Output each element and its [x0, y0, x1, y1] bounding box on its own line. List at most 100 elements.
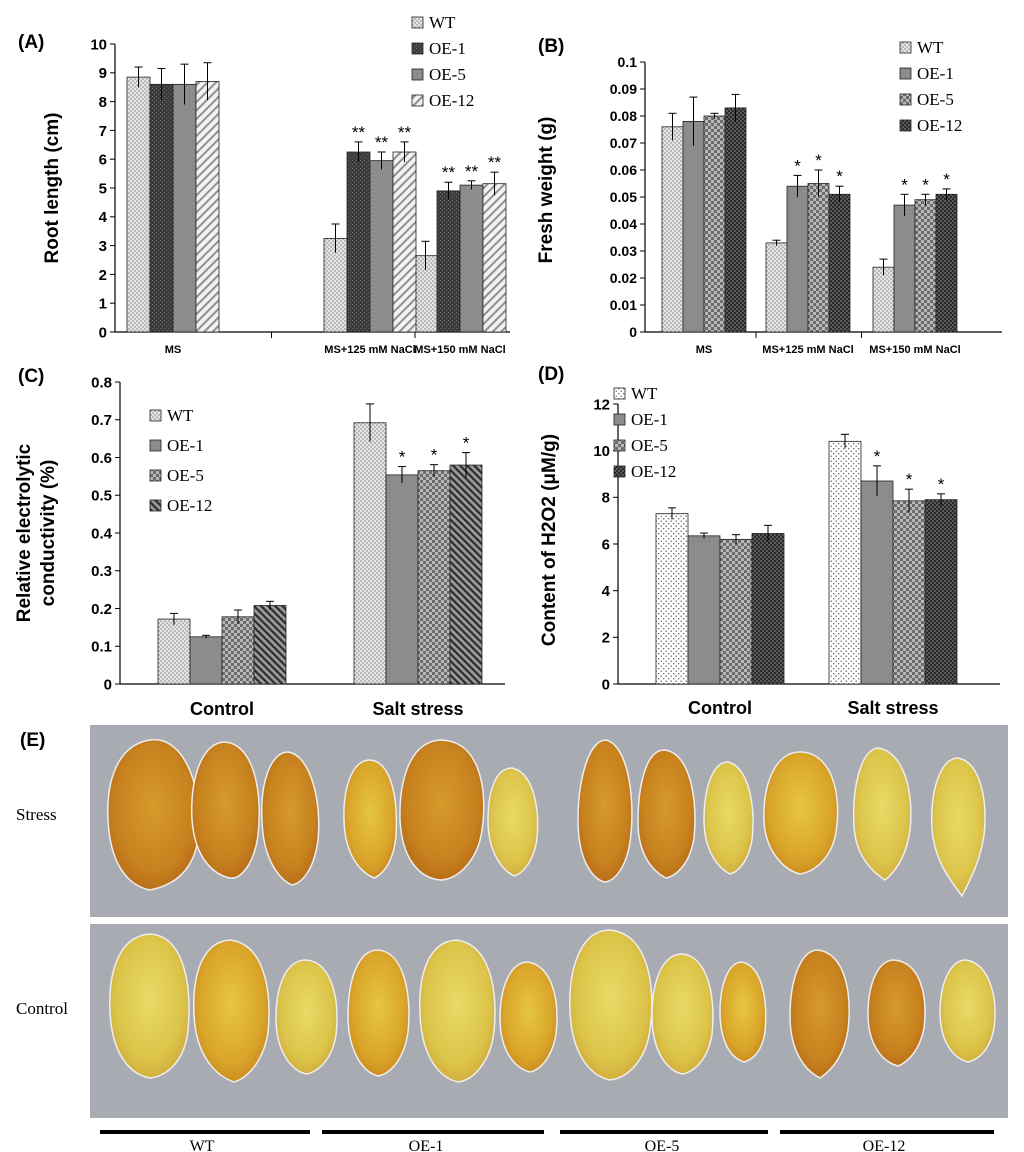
y-tick-label: 0.5	[91, 488, 112, 505]
significance-mark: *	[431, 446, 438, 465]
leaf-image	[852, 747, 912, 881]
y-tick-label: 6	[602, 536, 610, 553]
leaf-image	[107, 739, 200, 891]
significance-mark: **	[442, 163, 456, 182]
leaf-image	[719, 961, 767, 1063]
significance-mark: **	[465, 162, 479, 181]
chart-c: (C) Relative electrolytic conductivity (%)…	[14, 366, 505, 719]
legend-swatch	[899, 119, 912, 132]
bar	[872, 266, 895, 333]
legend-label: WT	[429, 13, 456, 32]
leaf-image	[193, 939, 270, 1083]
bar	[765, 242, 788, 333]
y-tick-label: 0.4	[91, 525, 113, 542]
legend-swatch	[149, 469, 162, 482]
legend-swatch	[149, 439, 162, 452]
legend-swatch	[613, 439, 626, 452]
y-tick-label: 6	[99, 152, 107, 169]
panel-label: (B)	[538, 36, 564, 57]
legend-label: OE-12	[631, 462, 676, 481]
significance-mark: *	[463, 434, 470, 453]
significance-mark: **	[488, 153, 502, 172]
group-label-wt: WT	[190, 1138, 215, 1152]
legend-label: OE-1	[631, 410, 668, 429]
y-tick-label: 4	[602, 583, 611, 600]
bar	[655, 513, 689, 685]
x-category-label: Control	[190, 699, 254, 719]
bar	[893, 204, 916, 333]
chart-a: (A) Root length (cm) 0 1 2 3 4 5 6 7 8 9 10 MS MS+125 …	[18, 13, 510, 356]
bar	[482, 183, 507, 333]
y-tick-label: 2	[99, 267, 107, 284]
leaf-image	[577, 739, 633, 883]
leaf-image	[261, 751, 320, 886]
significance-mark: **	[375, 133, 389, 152]
bar	[719, 538, 753, 685]
y-tick-label: 0.07	[610, 135, 637, 151]
panel-label: (A)	[18, 32, 44, 53]
legend-swatch	[149, 409, 162, 422]
y-tick-label: 0	[629, 324, 637, 340]
bar	[661, 126, 684, 333]
legend-label: OE-5	[631, 436, 668, 455]
x-category-label: MS	[696, 344, 713, 356]
bar	[807, 183, 830, 333]
group-bar-oe1	[322, 1130, 544, 1134]
legend-label: OE-1	[917, 64, 954, 83]
bar	[346, 151, 371, 333]
x-category-label: Salt stress	[372, 699, 463, 719]
y-tick-label: 0.1	[618, 54, 638, 70]
y-tick-label: 5	[99, 180, 107, 197]
leaf-image	[939, 959, 996, 1063]
legend-label: OE-5	[167, 466, 204, 485]
y-tick-label: 0.06	[610, 162, 637, 178]
group-bar-oe5	[560, 1130, 768, 1134]
significance-mark: **	[352, 123, 366, 142]
bar	[436, 190, 461, 333]
bar	[172, 83, 197, 333]
significance-mark: *	[938, 475, 945, 494]
y-tick-label: 0.3	[91, 563, 112, 580]
y-tick-label: 8	[602, 490, 610, 507]
panel-e-label: (E)	[20, 730, 45, 751]
chart-b: (B) Fresh weight (g) 0 0.01 0.02 0.03 0.04 0.05…	[536, 36, 1002, 356]
x-category-label: MS	[165, 344, 182, 356]
y-axis-label: Fresh weight (g)	[536, 117, 557, 264]
y-tick-label: 3	[99, 238, 107, 255]
bar	[751, 533, 785, 685]
bar	[703, 115, 726, 333]
bar	[221, 616, 255, 685]
bar	[828, 440, 862, 685]
y-tick-label: 0.08	[610, 108, 637, 124]
legend-label: OE-12	[429, 91, 474, 110]
legend-label: WT	[167, 406, 194, 425]
leaf-image	[651, 953, 714, 1075]
legend-label: OE-12	[917, 116, 962, 135]
leaf-image	[109, 933, 190, 1079]
y-tick-label: 0	[99, 324, 107, 341]
y-axis-label-line: conductivity (%)	[38, 460, 59, 607]
legend-swatch	[411, 42, 424, 55]
bar	[353, 422, 387, 685]
y-tick-label: 0.04	[610, 216, 637, 232]
bar	[687, 535, 721, 685]
legend-swatch	[411, 94, 424, 107]
group-label-oe12: OE-12	[863, 1138, 906, 1152]
significance-mark: *	[874, 447, 881, 466]
significance-mark: *	[922, 175, 929, 194]
legend-label: OE-1	[167, 436, 204, 455]
leaf-image	[867, 959, 926, 1067]
legend-label: WT	[917, 38, 944, 57]
group-label-oe1: OE-1	[409, 1138, 444, 1152]
chart-d: (D) Content of H2O2 (μM/g) 0 2 4 6 8 10 12 Contro…	[538, 364, 1000, 718]
y-tick-label: 1	[99, 296, 107, 313]
bar	[828, 193, 851, 333]
significance-mark: *	[901, 175, 908, 194]
bar	[682, 121, 705, 333]
legend-label: OE-1	[429, 39, 466, 58]
x-category-label: MS+125 mM NaCl	[762, 344, 853, 356]
legend-label: WT	[631, 384, 658, 403]
legend-label: OE-5	[917, 90, 954, 109]
y-tick-label: 2	[602, 630, 610, 647]
leaf-image	[347, 949, 410, 1077]
